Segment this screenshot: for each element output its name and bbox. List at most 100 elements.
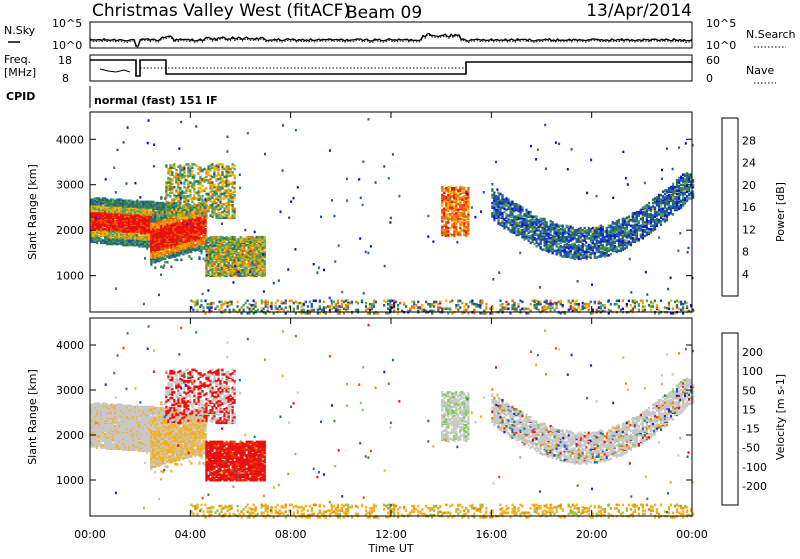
plume-power-cell [205, 171, 207, 174]
main-power-cell [198, 228, 200, 231]
plume-power-cell [177, 209, 179, 212]
main-power-cell [170, 265, 172, 268]
main-power-cell [200, 252, 202, 255]
plume-power-cell [213, 186, 215, 189]
plume-power-cell [217, 204, 219, 207]
plume-power-cell [228, 175, 230, 178]
plume-power-cell [234, 168, 236, 171]
surge-power-cell [211, 268, 213, 271]
surge-power-cell [254, 237, 256, 240]
ground-power-cell [251, 304, 253, 307]
ground-power-cell [638, 309, 640, 312]
surge-power-cell [217, 272, 219, 275]
ground-power-cell [415, 304, 417, 307]
main-power-cell [160, 196, 162, 199]
ground-power-cell [501, 306, 503, 309]
ground-power-cell [431, 303, 433, 306]
nave-tick-top: 60 [706, 54, 720, 67]
main-power-cell [162, 214, 164, 217]
main-power-cell [176, 259, 178, 262]
plume-power-cell [177, 204, 179, 207]
main-power-cell [160, 243, 162, 246]
early-power-cell [146, 223, 148, 226]
plume-power-cell [185, 163, 187, 166]
ground-power-cell [387, 308, 389, 311]
plume-power-cell [203, 188, 205, 191]
early-power-cell [110, 220, 112, 223]
main-power-cell [158, 211, 160, 214]
plume-power-cell [207, 179, 209, 182]
plume-power-cell [232, 184, 234, 187]
plume-power-cell [167, 181, 169, 184]
ground-power-cell [196, 309, 198, 312]
main-power-cell [182, 243, 184, 246]
ground-power-cell [465, 309, 467, 312]
plume-power-cell [169, 195, 171, 198]
ground-power-cell [517, 305, 519, 308]
early-power-cell [126, 211, 128, 214]
main-power-cell [156, 246, 158, 249]
surge-power-cell [264, 264, 266, 267]
ground-power-cell [224, 309, 226, 312]
midday-power-cell [459, 225, 461, 228]
midday-power-cell [465, 197, 467, 200]
midday-power-cell [457, 194, 459, 197]
ground-power-cell [499, 304, 501, 307]
plume-power-cell [185, 175, 187, 178]
plume-power-cell [175, 189, 177, 192]
surge-power-cell [223, 237, 225, 240]
ground-power-cell [437, 303, 439, 306]
ground-power-cell [449, 308, 451, 311]
ground-power-cell [397, 304, 399, 307]
plume-power-cell [228, 165, 230, 168]
surge-power-cell [219, 236, 221, 239]
ground-power-cell [461, 302, 463, 305]
surge-power-cell [211, 275, 213, 278]
main-power-cell [186, 239, 188, 242]
plume-power-cell [207, 168, 209, 171]
cpid-row: CPID normal (fast) 151 IF [6, 86, 218, 108]
ground-power-cell [513, 308, 515, 311]
ground-power-cell [499, 300, 501, 303]
plume-power-cell [205, 214, 207, 217]
main-power-cell [170, 234, 172, 237]
main-power-cell [200, 237, 202, 240]
plume-power-cell [215, 186, 217, 189]
ground-power-cell [369, 303, 371, 306]
plume-power-cell [191, 170, 193, 173]
plume-power-cell [193, 194, 195, 197]
plume-power-cell [199, 184, 201, 187]
early-power-cell [144, 201, 146, 204]
early-power-cell [126, 200, 128, 203]
main-power-cell [184, 240, 186, 243]
surge-power-cell [217, 245, 219, 248]
plume-power-cell [187, 209, 189, 212]
ground-power-cell [636, 301, 638, 304]
surge-power-cell [240, 252, 242, 255]
midday-power-cell [453, 196, 455, 199]
surge-power-cell [205, 236, 207, 239]
surge-power-cell [240, 269, 242, 272]
plume-power-cell [179, 175, 181, 178]
ground-power-cell [345, 306, 347, 309]
midday-power-cell [445, 209, 447, 212]
early-power-cell [158, 202, 160, 205]
early-power-cell [106, 243, 108, 246]
ground-power-cell [373, 305, 375, 308]
early-power-cell [122, 200, 124, 203]
plume-power-cell [217, 195, 219, 198]
plume-power-cell [167, 210, 169, 213]
ground-power-cell [672, 308, 674, 311]
ground-power-cell [463, 309, 465, 312]
ground-power-cell [481, 302, 483, 305]
surge-power-cell [207, 237, 209, 240]
main-power-cell [150, 227, 152, 230]
plume-power-cell [211, 176, 213, 179]
plume-power-cell [185, 202, 187, 205]
ground-power-cell [584, 303, 586, 306]
plume-power-cell [230, 196, 232, 199]
surge-power-cell [258, 236, 260, 239]
ground-power-cell [413, 306, 415, 309]
